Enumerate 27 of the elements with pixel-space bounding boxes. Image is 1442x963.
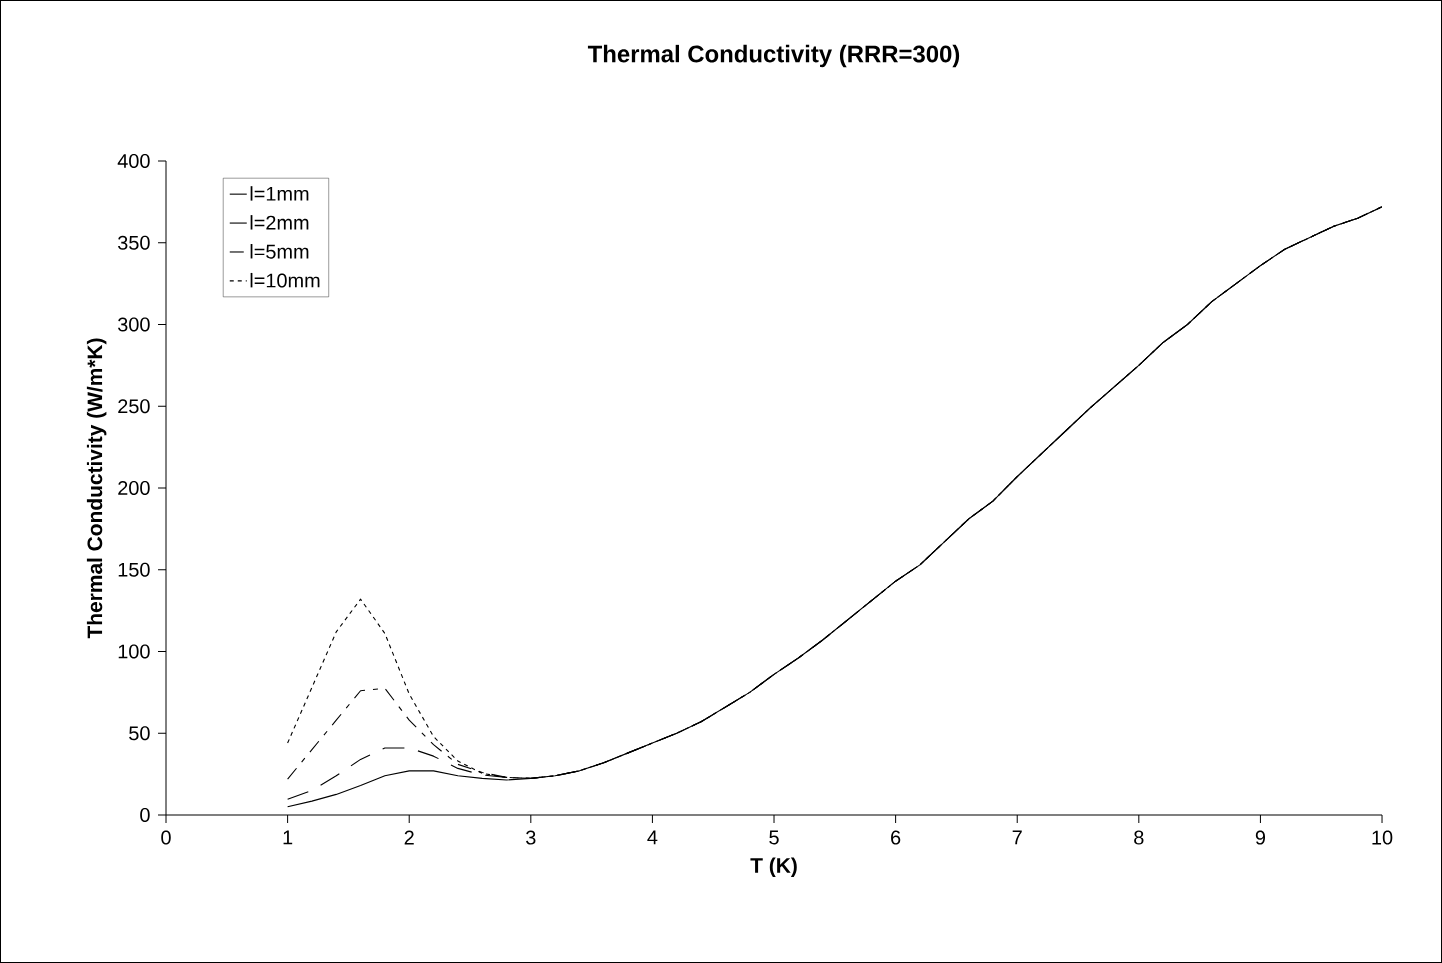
y-tick-label: 0 xyxy=(140,807,150,823)
x-tick-label: 4 xyxy=(647,830,658,845)
y-tick-label: 400 xyxy=(117,153,150,169)
x-tick-label: 6 xyxy=(891,830,901,845)
y-tick-label: 300 xyxy=(118,317,150,332)
legend-label: l=5mm xyxy=(250,244,309,259)
legend-label: l=1mm xyxy=(250,186,309,201)
y-tick-label: 100 xyxy=(118,644,150,659)
x-tick-label: 3 xyxy=(526,830,536,845)
x-axis-title: T (K) xyxy=(750,857,797,877)
legend-label: l=10mm xyxy=(250,272,320,288)
y-tick-label: 50 xyxy=(129,726,150,741)
x-tick-label: 7 xyxy=(1012,830,1022,845)
x-tick-label: 10 xyxy=(1372,830,1393,845)
x-tick-label: 5 xyxy=(769,830,779,845)
y-tick-label: 250 xyxy=(118,399,150,414)
x-tick-label: 9 xyxy=(1255,830,1266,845)
chart-title: Thermal Conductivity (RRR=300) xyxy=(587,44,960,68)
y-tick-label: 350 xyxy=(118,235,150,250)
x-tick-label: 8 xyxy=(1134,830,1144,845)
legend-label: l=2mm xyxy=(250,215,309,230)
y-axis-title: Thermal Conductivity (W/m*K) xyxy=(86,338,107,639)
y-tick-label: 150 xyxy=(118,562,150,577)
y-tick-label: 200 xyxy=(118,480,150,496)
x-tick-label: 2 xyxy=(404,830,414,845)
x-tick-label: 0 xyxy=(161,830,171,845)
x-tick-label: 1 xyxy=(283,830,293,845)
